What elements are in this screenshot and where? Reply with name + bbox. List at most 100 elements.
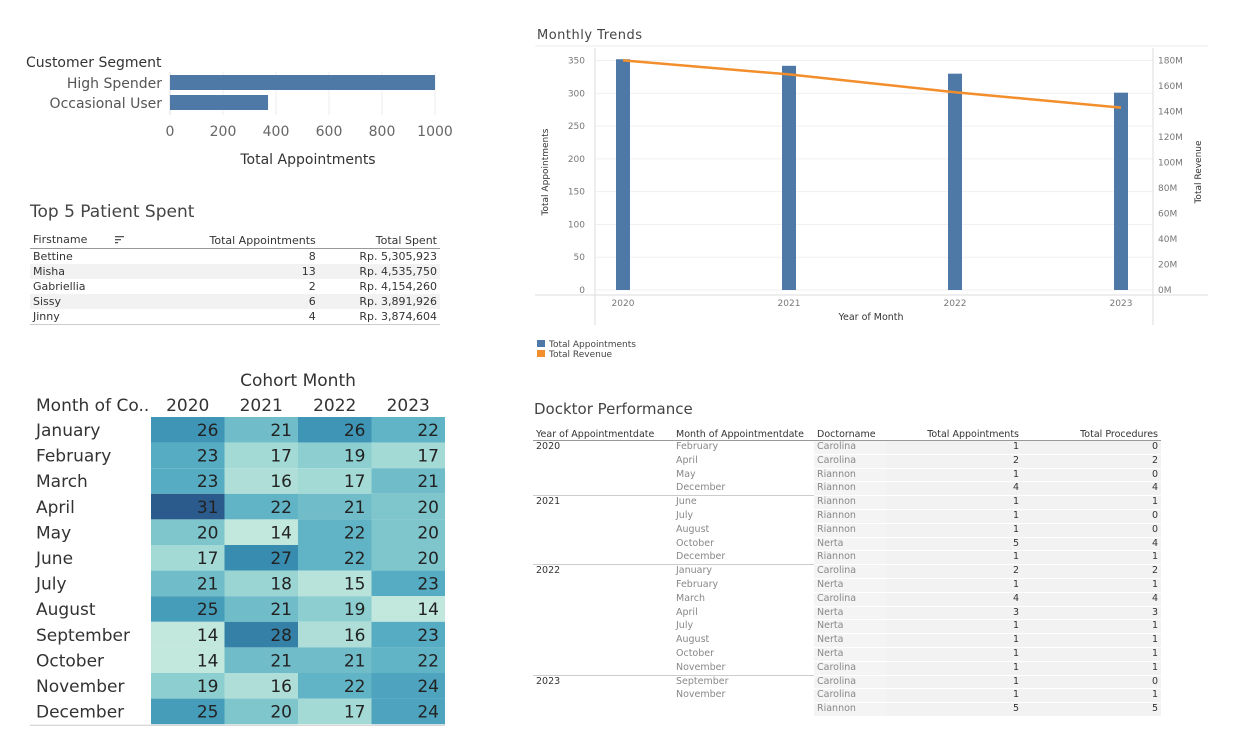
- doctor-cell-month: December: [676, 551, 726, 563]
- heatmap-row-header: Month of Co..: [36, 396, 149, 416]
- table-row[interactable]: April Nerta 3 3: [533, 606, 1161, 621]
- top5-cell-appointments: 13: [156, 264, 319, 279]
- heatmap-cell: [151, 493, 225, 520]
- doctor-cell-appointments: 1: [886, 619, 1022, 635]
- table-row[interactable]: 2021 June Riannon 1 1: [533, 495, 1161, 565]
- top5-cell-firstname: Gabriellia: [33, 280, 86, 293]
- x-tick-label: 400: [263, 124, 290, 140]
- heatmap-cell: [298, 596, 372, 622]
- heatmap-cell-value: 23: [197, 447, 219, 467]
- doctor-cell-appointments: 1: [886, 468, 1022, 483]
- table-row[interactable]: Jinny 4 Rp. 3,874,604: [30, 309, 440, 325]
- y-tick-label: 200: [568, 155, 585, 165]
- table-row[interactable]: October Nerta 1 1: [533, 647, 1161, 662]
- doctor-header-doctor[interactable]: Doctorname: [814, 428, 886, 441]
- doctor-cell-appointments: 2: [886, 564, 1022, 579]
- table-row[interactable]: April Carolina 2 2: [533, 454, 1161, 469]
- top5-header-spent[interactable]: Total Spent: [318, 232, 440, 249]
- doctor-cell-month: April: [676, 454, 698, 466]
- sort-icon[interactable]: [115, 234, 125, 247]
- heatmap-row-label: October: [36, 651, 104, 671]
- table-row[interactable]: July Riannon 1 0: [533, 509, 1161, 524]
- heatmap-cell: [151, 417, 225, 443]
- customer-segment-chart: Customer Segment High Spender Occasional U…: [26, 55, 453, 168]
- doctor-cell-procedures: 0: [1022, 523, 1161, 538]
- doctor-cell-appointments: 1: [886, 688, 1022, 704]
- table-row[interactable]: March Carolina 4 4: [533, 592, 1161, 607]
- heatmap-cell-value: 14: [197, 626, 219, 646]
- x-tick-label: 1000: [417, 124, 453, 140]
- heatmap-cell: [151, 596, 225, 622]
- heatmap-cell: [371, 647, 445, 673]
- heatmap-cell-value: 20: [270, 703, 292, 723]
- table-row[interactable]: Bettine 8 Rp. 5,305,923: [30, 249, 440, 265]
- doctor-cell-doctor: Riannon: [814, 509, 886, 524]
- bar: [782, 65, 796, 290]
- doctor-cell-doctor: Riannon: [814, 550, 886, 566]
- table-row[interactable]: Riannon 5 5: [533, 702, 1161, 717]
- heatmap-cell: [224, 545, 298, 571]
- top5-cell-spent: Rp. 3,874,604: [318, 309, 440, 325]
- heatmap-cell-value: 31: [197, 498, 219, 518]
- table-row[interactable]: November Carolina 1 1: [533, 688, 1161, 704]
- heatmap-cell-value: 26: [344, 421, 366, 441]
- doctor-cell-doctor: Nerta: [814, 647, 886, 662]
- heatmap-cell: [224, 621, 298, 648]
- heatmap-row-label: December: [36, 703, 124, 723]
- top5-cell-spent: Rp. 3,891,926: [318, 294, 440, 309]
- table-row[interactable]: August Nerta 1 1: [533, 633, 1161, 648]
- table-row[interactable]: February Nerta 1 1: [533, 578, 1161, 593]
- doctor-header-procedures[interactable]: Total Procedures: [1022, 428, 1161, 441]
- y-right-tick-label: 160M: [1158, 82, 1183, 92]
- table-row[interactable]: August Riannon 1 0: [533, 523, 1161, 538]
- table-row[interactable]: Gabriellia 2 Rp. 4,154,260: [30, 279, 440, 294]
- heatmap-cell-value: 16: [270, 472, 292, 492]
- table-row[interactable]: May Riannon 1 0: [533, 468, 1161, 483]
- heatmap-cell-value: 21: [344, 651, 366, 671]
- table-row[interactable]: July Nerta 1 1: [533, 619, 1161, 635]
- doctor-cell-procedures: 4: [1022, 481, 1161, 497]
- doctor-cell-month: July: [676, 509, 694, 521]
- table-row[interactable]: 2022 January Carolina 2 2: [533, 564, 1161, 676]
- heatmap-cell-value: 22: [417, 421, 439, 441]
- table-row[interactable]: 2023 September Carolina 1 0: [533, 674, 1161, 717]
- table-row[interactable]: 2020 February Carolina 1 0: [533, 440, 1161, 455]
- doctor-cell-doctor: Carolina: [814, 592, 886, 607]
- heatmap-cell: [298, 468, 372, 494]
- bar: [170, 75, 435, 90]
- table-row[interactable]: Misha 13 Rp. 4,535,750: [30, 264, 440, 279]
- bar: [616, 59, 630, 290]
- top5-header-appointments[interactable]: Total Appointments: [156, 232, 319, 249]
- x-axis-title: Total Appointments: [239, 152, 375, 168]
- doctor-cell-month: December: [676, 482, 726, 494]
- x-tick-label: 2022: [944, 299, 967, 309]
- x-tick-label: 2023: [1110, 299, 1133, 309]
- doctor-cell-procedures: 1: [1022, 550, 1161, 566]
- table-row[interactable]: Sissy 6 Rp. 3,891,926: [30, 294, 440, 309]
- doctor-header-year[interactable]: Year of Appointmentdate: [533, 428, 673, 441]
- doctor-cell-appointments: 2: [886, 454, 1022, 469]
- table-row[interactable]: November Carolina 1 1: [533, 661, 1161, 676]
- doctor-header-month[interactable]: Month of Appointmentdate: [673, 428, 814, 441]
- top5-cell-appointments: 8: [308, 250, 316, 263]
- doctor-cell-month: October: [676, 647, 715, 659]
- heatmap-cell: [371, 417, 445, 443]
- doctor-cell-procedures: 0: [1022, 440, 1161, 455]
- doctor-header-appointments[interactable]: Total Appointments: [886, 428, 1022, 441]
- segment-title: Customer Segment: [26, 55, 162, 71]
- doctor-cell-doctor: Riannon: [814, 523, 886, 538]
- trends-title: Monthly Trends: [537, 28, 643, 43]
- doctor-cell-procedures: 2: [1022, 564, 1161, 579]
- heatmap-cell-value: 16: [344, 626, 366, 646]
- doctor-cell-month: June: [673, 495, 814, 510]
- bar: [1114, 92, 1128, 290]
- doctor-cell-doctor: Carolina: [814, 661, 886, 676]
- top5-header-firstname[interactable]: Firstname: [30, 232, 156, 249]
- heatmap-cell: [224, 647, 298, 673]
- heatmap-cell-value: 21: [344, 498, 366, 518]
- table-row[interactable]: December Riannon 1 1: [533, 550, 1161, 566]
- doctor-cell-month: [673, 703, 814, 717]
- table-row[interactable]: October Nerta 5 4: [533, 537, 1161, 552]
- doctor-cell-doctor: Carolina: [814, 688, 886, 704]
